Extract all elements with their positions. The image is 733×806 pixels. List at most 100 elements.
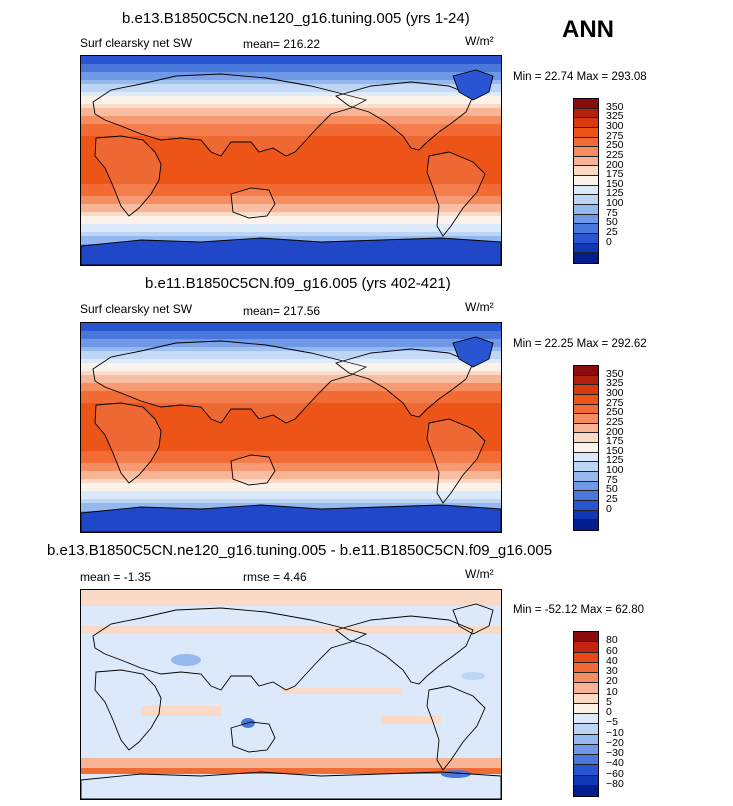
panel-2-units: W/m² (465, 300, 494, 314)
field-band (81, 64, 501, 69)
colorbar-swatch (574, 243, 598, 254)
colorbar-swatch (574, 214, 598, 225)
colorbar-swatch (574, 785, 598, 796)
field-band (81, 323, 501, 328)
colorbar-tick-label: 20 (606, 675, 618, 688)
field-patch (141, 706, 221, 716)
colorbar-swatch (574, 156, 598, 167)
panel-3-map-svg (81, 590, 501, 799)
colorbar-swatch (574, 693, 598, 704)
field-band (81, 120, 501, 125)
colorbar-swatch (574, 253, 598, 263)
colorbar-swatch (574, 137, 598, 148)
coastline-africa (94, 135, 162, 217)
coastline-australia (230, 721, 276, 753)
field-band (81, 180, 501, 185)
colorbar-tick-label: 100 (606, 197, 624, 210)
field-band (81, 335, 501, 340)
field-band (81, 172, 501, 177)
field-band (81, 136, 501, 141)
field-band (81, 443, 501, 448)
field-band (81, 68, 501, 73)
colorbar-tick-label: 75 (606, 206, 618, 219)
panel-2-title: b.e11.B1850C5CN.f09_g16.005 (yrs 402-421… (145, 275, 451, 292)
coastline-greenland (452, 603, 494, 635)
colorbar-tick-label: 0 (606, 502, 612, 515)
colorbar-tick-label: 75 (606, 473, 618, 486)
field-band (81, 363, 501, 368)
colorbar-tick-label: 25 (606, 493, 618, 506)
coastline-south_america (426, 685, 486, 771)
field-band (81, 339, 501, 344)
field-anomaly (461, 672, 485, 680)
field-band (81, 411, 501, 416)
colorbar-swatch (574, 520, 598, 530)
field-band (81, 88, 501, 93)
coastline-australia (230, 187, 276, 219)
colorbar-swatch (574, 385, 598, 395)
colorbar-tick-label: −80 (606, 777, 624, 790)
colorbar-swatch (574, 195, 598, 206)
colorbar-tick-label: 30 (606, 665, 618, 677)
field-band (81, 128, 501, 133)
coastline-south_america (426, 151, 486, 237)
coastline-antarctica (81, 504, 501, 532)
field-band (81, 375, 501, 380)
field-band (81, 156, 501, 161)
field-band (81, 196, 501, 201)
colorbar-swatch (574, 147, 598, 157)
field-patch (281, 688, 401, 694)
field-band (81, 116, 501, 121)
colorbar-swatch (574, 452, 598, 463)
field-band (81, 60, 501, 65)
field-band (81, 164, 501, 169)
field-band (81, 383, 501, 388)
colorbar-swatch (574, 734, 598, 745)
colorbar-swatch (574, 366, 598, 376)
field-band (81, 96, 501, 101)
field-band (81, 208, 501, 213)
colorbar-swatch (574, 423, 598, 434)
colorbar-swatch (574, 755, 598, 766)
colorbar-tick-label: 0 (606, 235, 612, 248)
field-band (81, 160, 501, 165)
colorbar-swatch (574, 472, 598, 482)
colorbar-tick-label: −5 (606, 716, 618, 729)
colorbar-tick-label: 350 (606, 367, 624, 380)
field-band (81, 168, 501, 173)
field-band (81, 176, 501, 181)
field-band (81, 92, 501, 97)
colorbar-swatch (574, 500, 598, 511)
field-band (81, 399, 501, 404)
field-band (81, 387, 501, 392)
colorbar-tick-label: 175 (606, 168, 624, 181)
field-band (81, 343, 501, 348)
field-band (81, 124, 501, 129)
panel-1-minmax: Min = 22.74 Max = 293.08 (513, 71, 647, 83)
field-band (81, 224, 501, 229)
colorbar-swatch (574, 108, 598, 119)
colorbar-swatch (574, 176, 598, 186)
field-band (81, 228, 501, 233)
field-band (81, 479, 501, 484)
field-band (81, 371, 501, 376)
colorbar-swatch (574, 491, 598, 501)
field-band (81, 355, 501, 360)
field-band (81, 108, 501, 113)
colorbar-swatch (574, 375, 598, 386)
colorbar-tick-label: 80 (606, 634, 618, 647)
colorbar-swatch (574, 510, 598, 521)
colorbar-swatch (574, 662, 598, 673)
colorbar-tick-label: 300 (606, 386, 624, 399)
colorbar-swatch (574, 683, 598, 694)
panel-2-map (80, 322, 502, 533)
field-anomaly (171, 654, 201, 666)
field-band (81, 391, 501, 396)
field-band (81, 84, 501, 89)
colorbar-tick-label: 225 (606, 148, 624, 161)
colorbar-tick-label: −20 (606, 736, 624, 749)
field-band (81, 403, 501, 408)
field-band (81, 435, 501, 440)
field-band (81, 148, 501, 153)
colorbar-swatch (574, 642, 598, 653)
